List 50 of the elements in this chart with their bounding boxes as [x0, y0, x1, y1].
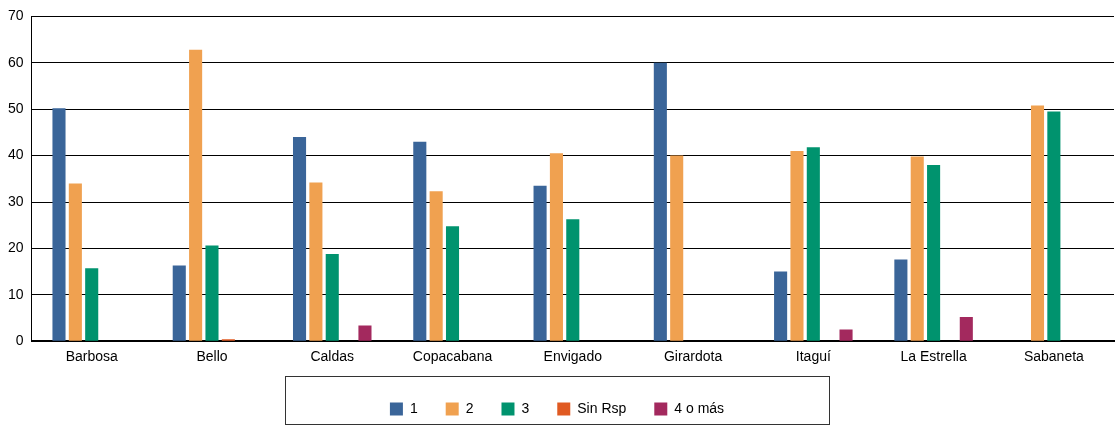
y-tick-label: 40: [7, 146, 24, 163]
bar: [189, 49, 203, 341]
bar: [358, 325, 372, 341]
x-tick-label: La Estrella: [900, 348, 967, 365]
bar: [670, 155, 684, 341]
bar: [1030, 105, 1045, 341]
bar: [52, 108, 66, 341]
bar: [839, 329, 853, 341]
bar: [790, 150, 804, 341]
x-tick-label: Copacabana: [412, 348, 493, 365]
y-tick-label: 20: [7, 239, 24, 256]
legend-label: 1: [409, 399, 418, 416]
bar: [549, 153, 563, 341]
bar: [653, 62, 667, 341]
legend-label: 3: [521, 399, 530, 416]
x-tick-label: Envigado: [543, 348, 603, 365]
bar: [927, 164, 941, 341]
bar: [292, 137, 307, 341]
bar: [413, 141, 427, 341]
x-tick-label: Caldas: [310, 348, 355, 365]
y-tick-label: 70: [7, 7, 24, 24]
bar: [325, 253, 339, 341]
y-tick-label: 30: [7, 192, 24, 209]
bar: [566, 219, 580, 341]
bar: [85, 268, 99, 341]
y-tick-label: 10: [7, 285, 24, 302]
bar: [1047, 111, 1061, 341]
legend-label: 2: [465, 399, 474, 416]
bar: [205, 245, 219, 341]
legend-label: Sin Rsp: [577, 399, 627, 416]
legend-label: 4 o más: [674, 399, 725, 416]
x-tick-label: Girardota: [663, 348, 723, 365]
x-tick-label: Barbosa: [65, 348, 118, 365]
bar: [910, 156, 924, 341]
bar: [172, 265, 186, 341]
y-tick-label: 0: [15, 332, 24, 349]
bar: [894, 259, 908, 341]
bar: [959, 317, 973, 341]
bar: [806, 147, 820, 341]
bar: [429, 191, 443, 341]
y-tick-label: 50: [7, 100, 24, 117]
bar: [445, 226, 460, 341]
bar: [533, 185, 547, 341]
bar: [774, 271, 788, 341]
bar: [68, 183, 82, 341]
y-tick-label: 60: [7, 53, 24, 70]
x-tick-label: Sabaneta: [1023, 348, 1085, 365]
bar: [309, 182, 323, 341]
x-tick-label: Bello: [196, 348, 228, 365]
x-tick-label: Itaguí: [795, 348, 831, 365]
